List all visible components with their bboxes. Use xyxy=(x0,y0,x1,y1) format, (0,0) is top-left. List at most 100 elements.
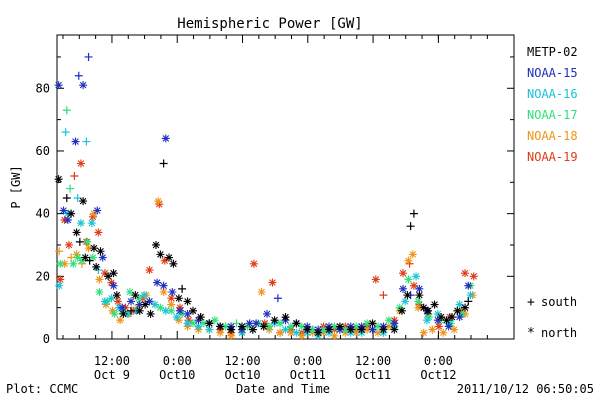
north-marker xyxy=(281,313,290,322)
north-marker xyxy=(415,284,424,293)
north-marker xyxy=(95,287,104,296)
south-marker xyxy=(62,193,71,202)
x-tick-date-label: Oct 9 xyxy=(94,368,130,382)
north-marker xyxy=(145,266,154,275)
north-marker xyxy=(252,319,261,328)
north-marker xyxy=(444,322,453,331)
north-marker xyxy=(461,269,470,278)
x-tick-time-label: 0:00 xyxy=(293,354,322,368)
north-marker xyxy=(368,325,377,334)
south-marker xyxy=(70,172,79,181)
north-marker xyxy=(119,309,128,318)
north-marker xyxy=(156,303,165,312)
north-marker xyxy=(172,313,181,322)
north-marker xyxy=(81,253,90,262)
north-marker xyxy=(189,306,198,315)
x-tick-time-label: 0:00 xyxy=(163,354,192,368)
north-marker xyxy=(88,212,97,221)
north-marker xyxy=(175,306,184,315)
north-marker xyxy=(379,325,388,334)
x-tick-time-label: 0:00 xyxy=(424,354,453,368)
series-noaa-17 xyxy=(56,106,475,334)
north-marker xyxy=(87,219,96,228)
north-marker xyxy=(403,291,412,300)
north-marker xyxy=(325,325,334,334)
north-marker xyxy=(107,278,116,287)
north-marker xyxy=(245,319,254,328)
north-marker xyxy=(297,322,306,331)
north-marker xyxy=(73,253,82,262)
y-tick-label: 0 xyxy=(43,332,50,346)
north-marker xyxy=(131,291,140,300)
plot-timestamp: 2011/10/12 06:50:05 xyxy=(457,382,594,396)
north-marker xyxy=(154,197,163,206)
north-marker xyxy=(216,322,225,331)
north-marker xyxy=(453,306,462,315)
north-marker xyxy=(64,240,73,249)
north-marker xyxy=(107,294,116,303)
north-marker xyxy=(227,331,236,340)
north-marker xyxy=(401,297,410,306)
north-marker xyxy=(145,297,154,306)
north-marker xyxy=(116,316,125,325)
north-marker xyxy=(183,297,192,306)
north-marker xyxy=(268,278,277,287)
north-marker xyxy=(308,325,317,334)
north-marker xyxy=(100,297,109,306)
north-marker xyxy=(96,247,105,256)
north-marker xyxy=(373,328,382,337)
north-marker xyxy=(156,250,165,259)
y-tick-label: 40 xyxy=(36,207,50,221)
north-marker xyxy=(442,316,451,325)
north-marker xyxy=(89,209,98,218)
north-marker xyxy=(141,300,150,309)
north-marker xyxy=(63,215,72,224)
legend-marker-symbol: + xyxy=(527,295,535,310)
north-marker xyxy=(414,297,423,306)
north-marker xyxy=(112,291,121,300)
north-marker xyxy=(412,272,421,281)
north-marker xyxy=(150,300,159,309)
north-marker xyxy=(424,306,433,315)
south-marker xyxy=(464,297,473,306)
north-marker xyxy=(189,319,198,328)
north-marker xyxy=(363,325,372,334)
x-axis-label: Date and Time xyxy=(236,382,330,396)
south-marker xyxy=(62,106,71,115)
north-marker xyxy=(297,331,306,340)
north-marker xyxy=(430,300,439,309)
north-marker xyxy=(109,269,118,278)
north-marker xyxy=(346,325,355,334)
north-marker xyxy=(352,322,361,331)
north-marker xyxy=(60,259,69,268)
north-marker xyxy=(397,306,406,315)
legend-item-noaa-19: NOAA-19 xyxy=(527,150,578,164)
north-marker xyxy=(160,256,169,265)
south-marker xyxy=(273,294,282,303)
north-marker xyxy=(205,319,214,328)
north-marker xyxy=(434,322,443,331)
north-marker xyxy=(455,313,464,322)
north-marker xyxy=(109,281,118,290)
north-marker xyxy=(56,275,65,284)
north-marker xyxy=(227,325,236,334)
north-marker xyxy=(408,250,417,259)
north-marker xyxy=(199,319,208,328)
plot-frame xyxy=(56,34,515,340)
north-marker xyxy=(92,262,101,271)
x-tick-time-label: 12:00 xyxy=(355,354,391,368)
north-marker xyxy=(78,256,87,265)
north-marker xyxy=(126,297,135,306)
north-marker xyxy=(161,306,170,315)
north-marker xyxy=(390,319,399,328)
legend: METP-02 NOAA-15 NOAA-16 NOAA-17 NOAA-18 NOAA-… xyxy=(527,45,578,341)
north-marker xyxy=(384,316,393,325)
north-marker xyxy=(414,303,423,312)
north-marker xyxy=(183,319,192,328)
north-marker xyxy=(184,316,193,325)
north-marker xyxy=(135,300,144,309)
north-marker xyxy=(292,319,301,328)
north-marker xyxy=(100,269,109,278)
north-marker xyxy=(59,206,68,215)
north-marker xyxy=(371,275,380,284)
